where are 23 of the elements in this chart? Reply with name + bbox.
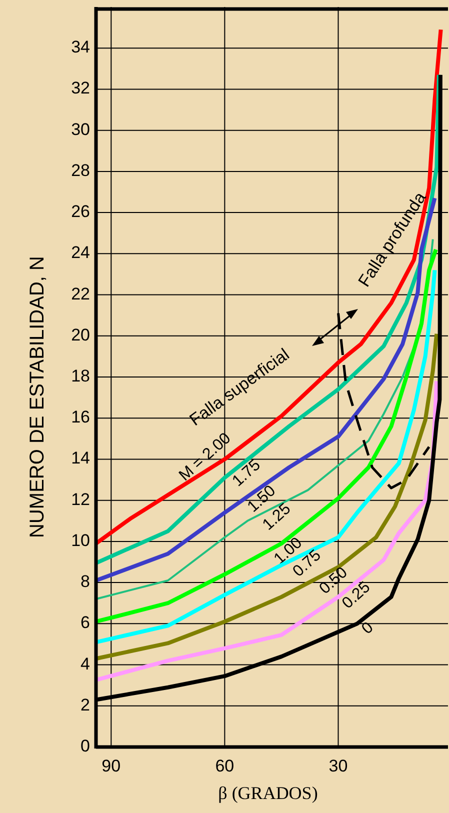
y-tick-label: 30	[71, 120, 90, 139]
x-tick-label: 30	[328, 756, 348, 776]
y-tick-label: 0	[80, 736, 90, 756]
y-tick-label: 12	[71, 490, 90, 509]
y-tick-label: 14	[71, 448, 90, 468]
y-tick-label: 4	[80, 654, 90, 674]
y-tick-label: 8	[80, 572, 90, 592]
y-tick-label: 10	[71, 530, 90, 550]
y-tick-label: 28	[71, 160, 90, 180]
y-tick-label: 2	[80, 695, 90, 714]
y-axis-title: NUMERO DE ESTABILIDAD, N	[26, 256, 48, 538]
y-tick-label: 26	[71, 202, 90, 222]
y-tick-label: 24	[71, 243, 90, 262]
y-tick-label: 16	[71, 408, 90, 427]
x-tick-label: 90	[102, 756, 121, 776]
y-tick-label: 6	[80, 613, 90, 632]
y-tick-label: 34	[71, 38, 90, 57]
x-tick-label: 60	[215, 756, 234, 776]
x-axis-title: β (GRADOS)	[218, 783, 318, 804]
y-tick-label: 32	[71, 78, 90, 98]
y-tick-label: 20	[71, 325, 90, 344]
y-tick-label: 22	[71, 284, 90, 304]
y-tick-label: 18	[71, 366, 90, 386]
